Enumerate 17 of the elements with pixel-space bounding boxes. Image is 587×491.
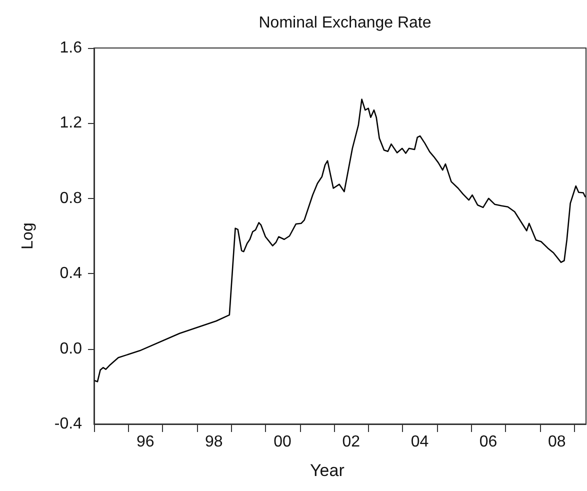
y-tick-label: 0.4 [60,265,82,282]
x-tick-label: 00 [274,434,292,450]
x-tick-label: 98 [205,434,223,450]
y-axis-title: Log [20,222,36,250]
chart-title: Nominal Exchange Rate [258,14,432,32]
y-tick-label: 0.0 [60,340,82,358]
y-tick-label: 1.6 [60,40,82,56]
x-tick-label: 02 [342,434,360,450]
line-series [94,98,586,382]
x-axis-title: Year [310,461,345,480]
y-tick-label: -0.4 [54,416,82,432]
y-tick-label: 1.2 [60,114,82,132]
x-tick-label: 96 [136,434,154,450]
x-tick-label: 08 [548,434,566,450]
y-tick-label: 0.8 [60,190,82,207]
x-tick-label: 06 [479,434,498,450]
x-tick-label: 04 [410,434,429,450]
